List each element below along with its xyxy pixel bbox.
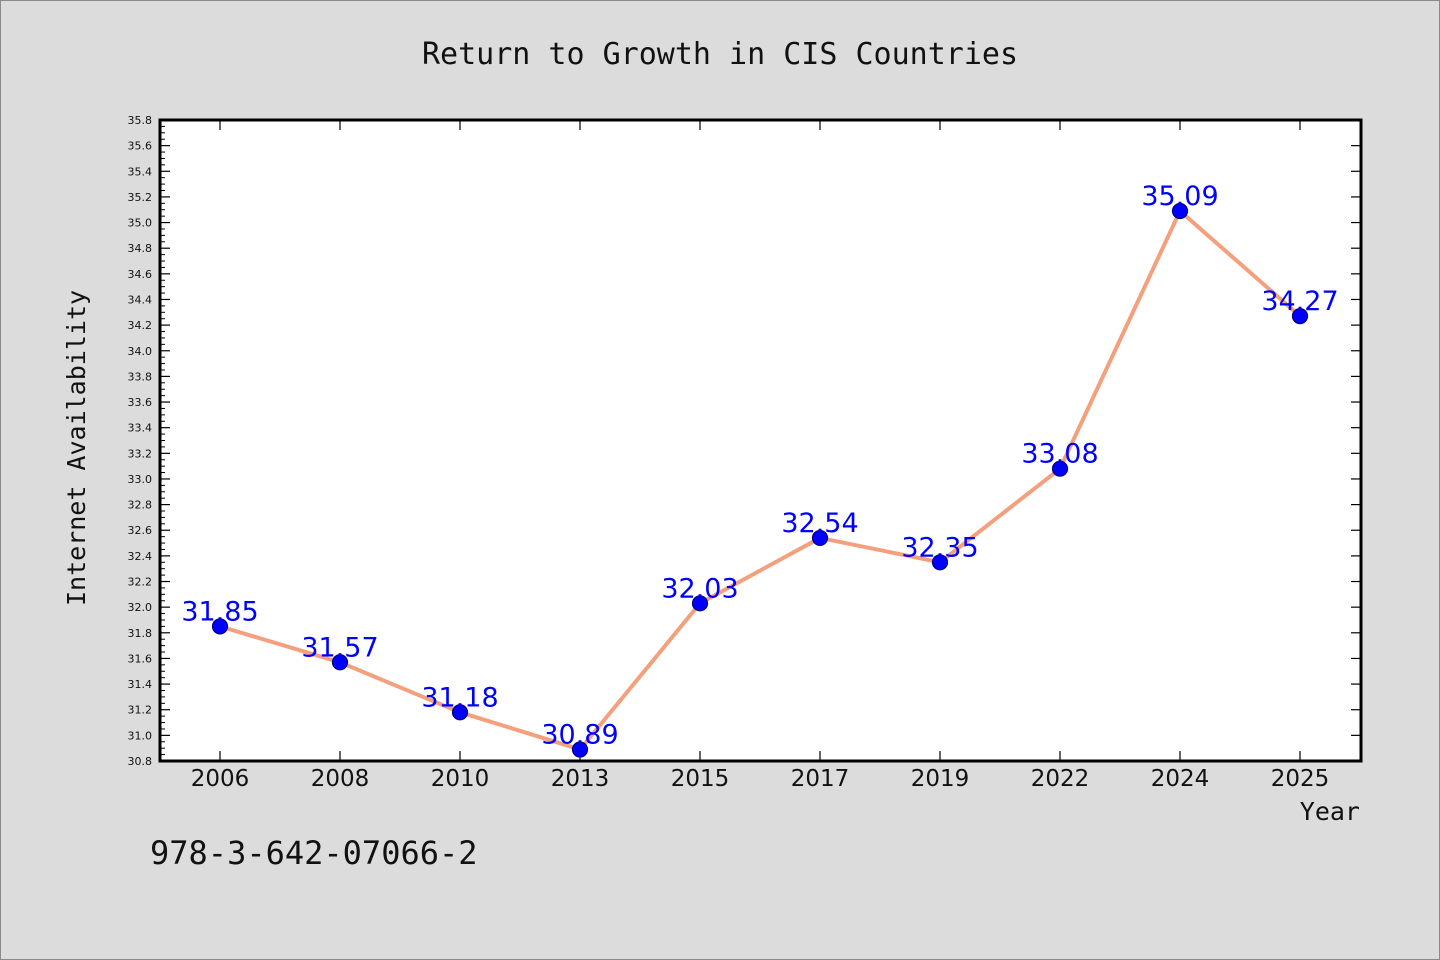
data-markers xyxy=(211,202,1309,758)
data-label: 32.54 xyxy=(781,508,858,539)
data-label: 30.89 xyxy=(541,719,618,750)
y-tick-label: 34.4 xyxy=(128,293,153,306)
x-tick-label: 2024 xyxy=(1151,766,1210,792)
series-line xyxy=(219,209,1302,752)
data-label: 31.57 xyxy=(301,632,378,663)
data-point xyxy=(811,529,829,547)
chart-title: Return to Growth in CIS Countries xyxy=(422,37,1018,72)
y-tick-label: 35.6 xyxy=(128,140,153,153)
data-point xyxy=(331,654,349,671)
y-tick-label: 32.8 xyxy=(128,499,153,512)
data-point xyxy=(931,554,949,571)
y-tick-label: 35.0 xyxy=(128,217,153,230)
data-label: 34.27 xyxy=(1261,286,1338,317)
y-tick-label: 32.0 xyxy=(128,601,153,614)
y-tick-label: 34.6 xyxy=(128,268,153,281)
y-axis-label: Internet Availability xyxy=(62,290,91,606)
data-label: 32.35 xyxy=(901,532,978,563)
x-tick-label: 2015 xyxy=(671,766,730,792)
plot-area xyxy=(160,120,1361,761)
y-tick-label: 34.2 xyxy=(128,319,153,332)
data-label: 35.09 xyxy=(1141,181,1218,212)
y-tick-label: 31.2 xyxy=(128,704,153,717)
data-labels: 31.85 31.57 31.18 30.89 32.03 32.54 32.35 33.08… xyxy=(181,181,1338,750)
y-tick-label: 31.6 xyxy=(128,652,153,665)
y-tick-label: 33.8 xyxy=(128,370,153,383)
y-tick-label: 33.6 xyxy=(128,396,153,409)
x-tick-label: 2025 xyxy=(1271,766,1330,792)
y-tick-label: 34.8 xyxy=(128,242,153,255)
y-tick-label: 31.4 xyxy=(128,678,153,691)
x-tick-label: 2017 xyxy=(791,766,850,792)
x-tick-label: 2008 xyxy=(311,766,370,792)
y-tick-label: 31.8 xyxy=(128,627,153,640)
data-point xyxy=(211,618,229,635)
x-tick-label: 2006 xyxy=(191,766,250,792)
x-tick-label: 2010 xyxy=(431,766,490,792)
data-label: 33.08 xyxy=(1021,439,1098,470)
plot-frame xyxy=(158,118,1363,763)
y-tick-label: 30.8 xyxy=(128,755,153,768)
y-tick-label: 33.0 xyxy=(128,473,153,486)
data-label: 31.18 xyxy=(421,682,498,713)
data-point xyxy=(571,741,589,758)
x-tick-label: 2019 xyxy=(911,766,970,792)
x-tick-label: 2013 xyxy=(551,766,610,792)
data-label: 31.85 xyxy=(181,596,258,627)
y-tick-label: 35.4 xyxy=(128,165,153,178)
data-point xyxy=(1291,308,1309,325)
y-tick-label: 32.4 xyxy=(128,550,153,563)
y-tick-label: 34.0 xyxy=(128,345,153,358)
data-point xyxy=(451,704,469,721)
data-point xyxy=(1171,202,1189,220)
y-tick-label: 35.2 xyxy=(128,191,153,204)
data-point xyxy=(1051,460,1069,477)
x-tick-label: 2022 xyxy=(1031,766,1090,792)
x-axis-ticks: 2006 2008 2010 2013 2015 2017 2019 2022 2024 2025 xyxy=(191,120,1330,792)
y-tick-label: 32.6 xyxy=(128,524,153,537)
x-axis-label: Year xyxy=(1300,797,1360,826)
y-tick-label: 35.8 xyxy=(128,114,153,127)
y-tick-label: 33.4 xyxy=(128,422,153,435)
y-tick-label: 31.0 xyxy=(128,729,153,742)
isbn-annotation: 978-3-642-07066-2 xyxy=(150,834,478,872)
y-tick-label: 32.2 xyxy=(128,576,153,589)
data-point xyxy=(691,595,709,612)
data-label: 32.03 xyxy=(661,573,738,604)
y-tick-label: 33.2 xyxy=(128,447,153,460)
